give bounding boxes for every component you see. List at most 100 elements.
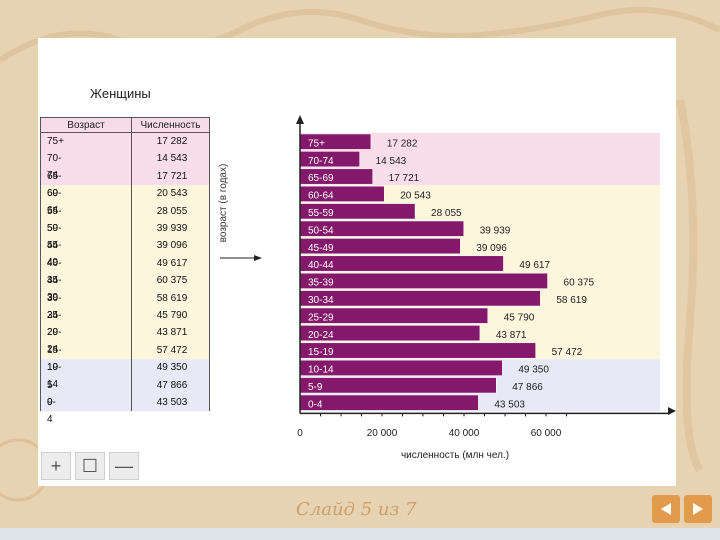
chart-heading: Женщины bbox=[90, 86, 151, 101]
table-cell-age: 35-39 bbox=[47, 275, 62, 304]
bar-value-label: 43 503 bbox=[494, 399, 525, 410]
bar-category-label: 15-19 bbox=[308, 347, 334, 358]
zoom-toolbar: + ☐ — bbox=[41, 452, 139, 480]
table-cell-count: 39 939 bbox=[156, 223, 188, 234]
status-bar bbox=[0, 528, 720, 540]
table-cell-age: 75+ bbox=[47, 136, 64, 147]
bar-category-label: 35-39 bbox=[308, 278, 334, 289]
x-tick-label: 40 000 bbox=[449, 428, 480, 439]
bar-value-label: 43 871 bbox=[496, 330, 527, 341]
bar-value-label: 60 375 bbox=[564, 278, 595, 289]
table-cell-count: 47 866 bbox=[156, 379, 188, 391]
bar-value-label: 20 543 bbox=[400, 191, 431, 202]
bar-category-label: 65-69 bbox=[308, 173, 334, 184]
table-cell-age: 40-44 bbox=[47, 257, 62, 286]
table-cell-age: 50-54 bbox=[47, 223, 62, 251]
table-cell-age: 20-24 bbox=[47, 327, 62, 356]
y-axis-label: возраст (в годах) bbox=[218, 163, 229, 243]
bar-category-label: 20-24 bbox=[308, 330, 334, 341]
next-slide-button[interactable] bbox=[684, 495, 712, 523]
zoom-in-icon: + bbox=[50, 455, 62, 476]
bar-category-label: 40-44 bbox=[308, 260, 334, 271]
table-cell-count: 43 871 bbox=[156, 327, 188, 339]
bar-category-label: 70-74 bbox=[308, 156, 334, 167]
table-header-age: Возраст bbox=[40, 117, 132, 133]
x-tick-label: 0 bbox=[297, 428, 303, 439]
zoom-out-icon: — bbox=[115, 455, 133, 476]
table-cell-count: 49 617 bbox=[156, 257, 188, 269]
bar-value-label: 58 619 bbox=[556, 295, 587, 306]
table-cell-count: 17 282 bbox=[156, 136, 188, 147]
bar-value-label: 47 866 bbox=[512, 382, 543, 393]
x-tick-label: 20 000 bbox=[367, 428, 398, 439]
x-axis-label: численность (млн чел.) bbox=[401, 450, 509, 461]
bar-35-39 bbox=[299, 272, 548, 289]
table-cell-age: 5-9 bbox=[47, 379, 56, 408]
table-border-right bbox=[209, 117, 210, 411]
table-cell-age: 45-49 bbox=[47, 240, 62, 269]
table-cell-count: 57 472 bbox=[156, 344, 188, 356]
fit-icon: ☐ bbox=[81, 455, 99, 476]
bar-category-label: 50-54 bbox=[308, 225, 334, 236]
table-cell-count: 28 055 bbox=[156, 205, 188, 217]
table-cell-count: 49 350 bbox=[156, 362, 188, 374]
table-cell-age: 70-74 bbox=[47, 153, 62, 182]
bar-category-label: 0-4 bbox=[308, 399, 323, 410]
prev-slide-button[interactable] bbox=[652, 495, 680, 523]
x-axis-arrow bbox=[668, 407, 676, 415]
table-cell-count: 14 543 bbox=[156, 153, 188, 165]
bar-value-label: 49 617 bbox=[519, 260, 550, 271]
table-divider bbox=[131, 117, 132, 411]
bar-category-label: 60-64 bbox=[308, 191, 334, 202]
bar-category-label: 30-34 bbox=[308, 295, 334, 306]
bar-category-label: 75+ bbox=[308, 138, 325, 149]
bar-value-label: 28 055 bbox=[431, 208, 462, 219]
bar-0-4 bbox=[299, 394, 479, 411]
bar-category-label: 10-14 bbox=[308, 365, 334, 376]
bar-15-19 bbox=[299, 342, 536, 359]
table-cell-count: 20 543 bbox=[156, 188, 188, 200]
bar-30-34 bbox=[299, 290, 541, 307]
bar-value-label: 39 939 bbox=[480, 225, 511, 236]
table-band-0 bbox=[40, 133, 210, 186]
fit-button[interactable]: ☐ bbox=[75, 452, 105, 480]
table-cell-age: 60-64 bbox=[47, 188, 62, 217]
table-cell-count: 17 721 bbox=[156, 170, 188, 182]
table-cell-count: 58 619 bbox=[156, 292, 188, 304]
table-cell-age: 15-19 bbox=[47, 344, 62, 373]
bar-value-label: 39 096 bbox=[476, 243, 507, 254]
table-cell-age: 25-29 bbox=[47, 310, 62, 338]
table-header-count: Численность bbox=[131, 117, 210, 133]
table-cell-count: 43 503 bbox=[156, 397, 188, 408]
next-arrow-icon bbox=[693, 503, 703, 515]
table-border-left bbox=[40, 117, 41, 411]
bar-value-label: 57 472 bbox=[552, 347, 583, 358]
bar-category-label: 25-29 bbox=[308, 312, 334, 323]
table-cell-age: 55-59 bbox=[47, 205, 62, 234]
bar-5-9 bbox=[299, 377, 497, 394]
x-tick-label: 60 000 bbox=[531, 428, 562, 439]
pointer-arrow-head bbox=[254, 255, 262, 261]
bar-value-label: 14 543 bbox=[376, 156, 407, 167]
bar-value-label: 45 790 bbox=[504, 312, 535, 323]
zoom-out-button[interactable]: — bbox=[109, 452, 139, 480]
slide-counter: Слайд 5 из 7 bbox=[296, 499, 417, 520]
bar-category-label: 45-49 bbox=[308, 243, 334, 254]
table-band-2 bbox=[40, 359, 210, 412]
table-cell-age: 10-14 bbox=[47, 362, 62, 391]
table-cell-age: 65-69 bbox=[47, 170, 62, 199]
bar-value-label: 17 721 bbox=[389, 173, 420, 184]
table-band-1 bbox=[40, 185, 210, 360]
table-cell-count: 60 375 bbox=[156, 275, 188, 287]
zoom-in-button[interactable]: + bbox=[41, 452, 71, 480]
bar-value-label: 49 350 bbox=[518, 365, 549, 376]
bar-category-label: 5-9 bbox=[308, 382, 323, 393]
y-axis-arrow bbox=[296, 115, 304, 124]
bar-value-label: 17 282 bbox=[387, 138, 418, 149]
table-cell-age: 0-4 bbox=[47, 397, 56, 425]
table-cell-age: 30-34 bbox=[47, 292, 62, 321]
table-cell-count: 39 096 bbox=[156, 240, 188, 252]
bar-category-label: 55-59 bbox=[308, 208, 334, 219]
table-cell-count: 45 790 bbox=[156, 310, 188, 321]
